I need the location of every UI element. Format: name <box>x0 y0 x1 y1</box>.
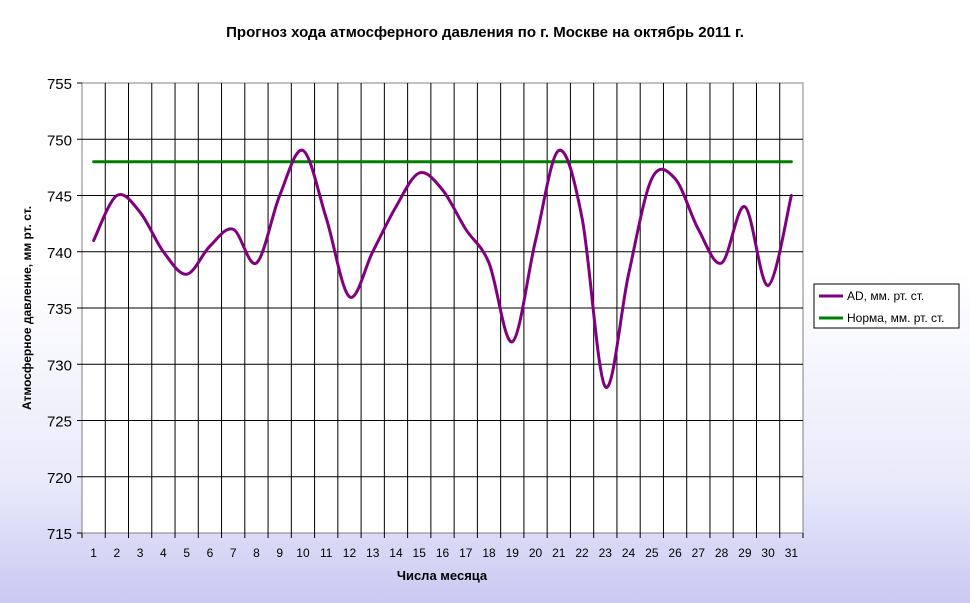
y-tick-label: 720 <box>47 470 72 487</box>
series-lines <box>92 148 793 389</box>
x-tick-label: 23 <box>599 546 613 560</box>
legend-label-norma: Норма, мм. рт. ст. <box>847 311 945 325</box>
x-tick-label: 19 <box>506 546 520 560</box>
y-tick-label: 730 <box>47 357 72 374</box>
x-tick-label: 5 <box>183 546 190 560</box>
x-tick-label: 11 <box>320 546 333 560</box>
legend: АD, мм. рт. ст. Норма, мм. рт. ст. <box>813 283 960 329</box>
chart-title: Прогноз хода атмосферного давления по г.… <box>226 24 744 41</box>
y-axis-label: Атмосферное давление, мм рт. ст. <box>20 206 34 410</box>
x-tick-label: 29 <box>738 546 752 560</box>
x-tick-label: 24 <box>622 546 636 560</box>
x-tick-label: 9 <box>276 546 283 560</box>
x-tick-label: 13 <box>366 546 380 560</box>
x-tick-label: 15 <box>413 546 427 560</box>
x-tick-label: 16 <box>436 546 450 560</box>
x-axis-ticks: 1 2 3 4 5 6 7 8 9 10 11 12 13 14 15 16 17 18 19 20 21 22 23 24 2… <box>81 533 804 560</box>
x-tick-label: 27 <box>692 546 706 560</box>
x-tick-label: 2 <box>114 546 121 560</box>
x-tick-label: 10 <box>296 546 310 560</box>
y-tick-label: 740 <box>47 245 72 262</box>
x-tick-label: 30 <box>761 546 775 560</box>
y-tick-label: 745 <box>47 189 72 206</box>
x-tick-label: 26 <box>668 546 682 560</box>
x-tick-label: 3 <box>137 546 144 560</box>
x-tick-label: 17 <box>459 546 473 560</box>
x-tick-label: 1 <box>90 546 97 560</box>
y-tick-label: 755 <box>47 76 72 93</box>
series-line-ad <box>92 148 793 389</box>
x-axis-label: Числа месяца <box>397 568 488 583</box>
x-tick-label: 6 <box>207 546 214 560</box>
y-tick-label: 715 <box>47 526 72 543</box>
grid-lines <box>82 83 803 533</box>
x-tick-label: 25 <box>645 546 659 560</box>
legend-label-ad: АD, мм. рт. ст. <box>847 289 924 303</box>
y-axis-ticks: 715 720 725 730 735 740 745 750 755 <box>47 76 82 543</box>
x-tick-label: 8 <box>253 546 260 560</box>
x-tick-label: 4 <box>160 546 167 560</box>
x-tick-label: 28 <box>715 546 729 560</box>
x-tick-label: 20 <box>529 546 543 560</box>
x-tick-label: 14 <box>389 546 403 560</box>
y-tick-label: 750 <box>47 132 72 149</box>
y-tick-label: 725 <box>47 414 72 431</box>
x-tick-label: 18 <box>482 546 496 560</box>
x-tick-label: 7 <box>230 546 237 560</box>
x-tick-label: 12 <box>343 546 357 560</box>
x-tick-label: 21 <box>552 546 566 560</box>
y-tick-label: 735 <box>47 301 72 318</box>
x-tick-label: 22 <box>575 546 589 560</box>
x-tick-label: 31 <box>785 546 799 560</box>
legend-box <box>813 283 960 329</box>
